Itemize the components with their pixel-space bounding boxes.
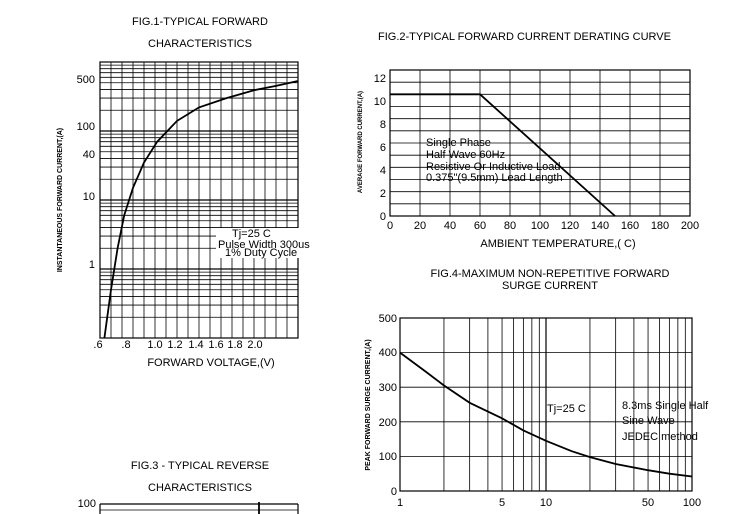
fig4-title: FIG.4-MAXIMUM NON-REPETITIVE FORWARD — [430, 268, 670, 280]
fig1-subtitle: CHARACTERISTICS — [148, 38, 252, 50]
fig4-annotation: Sine Wave — [622, 415, 675, 427]
fig1-y-label: INSTANTANEOUS FORWARD CURRENT,(A) — [57, 128, 64, 272]
fig4-curve — [399, 351, 693, 478]
fig2-y-tick: 8 — [380, 119, 386, 131]
fig2-x-tick: 160 — [621, 220, 639, 232]
fig4-y-tick: 0 — [391, 486, 397, 498]
fig2-y-ticks: 0 2 4 6 8 10 12 — [374, 73, 386, 223]
fig4-annotation: 8.3ms Single Half — [622, 400, 709, 412]
fig1-x-tick: 1.2 — [167, 339, 182, 351]
fig1-x-tick: 1.0 — [147, 339, 162, 351]
fig4-annotation: JEDEC method — [622, 431, 698, 443]
fig4-x-tick: 50 — [642, 497, 654, 509]
fig4-annotation: Tj=25 C — [547, 403, 586, 415]
fig2-x-ticks: 0 20 40 60 80 100 120 140 160 180 200 — [387, 220, 699, 232]
fig2-annotation: Single Phase — [426, 137, 491, 149]
fig1-chart: 1 10 40 100 500 .6 .8 1.0 1.2 1.4 1.6 1.… — [57, 61, 310, 369]
fig2-y-tick: 10 — [374, 96, 386, 108]
fig2-y-tick: 4 — [380, 165, 386, 177]
fig4-y-label: PEAK FORWARD SURGE CURRENT,(A) — [365, 339, 372, 470]
fig2-grid — [390, 70, 690, 216]
fig1-x-tick: .8 — [121, 339, 130, 351]
fig2-x-tick: 140 — [591, 220, 609, 232]
fig4-grid — [400, 318, 692, 491]
fig2-chart: 0 2 4 6 8 10 12 0 20 40 60 80 100 120 14… — [358, 69, 699, 250]
fig2-y-tick: 2 — [380, 188, 386, 200]
fig1-y-tick: 100 — [77, 121, 95, 133]
fig1-x-tick: 1.6 — [208, 339, 223, 351]
fig2-x-tick: 120 — [561, 220, 579, 232]
fig2-annotation: Half Wave 60Hz — [426, 149, 505, 161]
fig3-chart: 100 — [78, 498, 299, 514]
fig4-x-ticks: 1 5 10 50 100 — [397, 497, 701, 509]
fig1-x-ticks: .6 .8 1.0 1.2 1.4 1.6 1.8 2.0 — [93, 339, 262, 351]
fig1-y-ticks: 1 10 40 100 500 — [77, 74, 95, 271]
fig3-title: FIG.3 - TYPICAL REVERSE — [130, 460, 270, 472]
fig2-x-tick: 40 — [444, 220, 456, 232]
fig4-y-tick: 500 — [379, 313, 397, 325]
fig1-annotation-bg — [216, 228, 308, 258]
fig2-annotation: 0.375"(9.5mm) Lead Length — [426, 172, 563, 184]
fig1-curve — [103, 80, 299, 339]
fig2-curve — [390, 93, 616, 217]
fig4-x-tick: 10 — [540, 497, 552, 509]
fig4-subtitle: SURGE CURRENT — [502, 280, 598, 292]
fig2-x-label: AMBIENT TEMPERATURE,( C) — [480, 238, 635, 250]
fig3-subtitle: CHARACTERISTICS — [148, 482, 252, 494]
fig2-x-tick: 0 — [387, 220, 393, 232]
fig1-y-tick: 10 — [83, 191, 95, 203]
fig1-x-tick: 2.0 — [247, 339, 262, 351]
fig1-x-tick: .6 — [93, 339, 102, 351]
fig1-x-tick: 1.4 — [188, 339, 203, 351]
fig2-x-tick: 80 — [504, 220, 516, 232]
fig4-y-tick: 200 — [379, 417, 397, 429]
fig1-x-tick: 1.8 — [227, 339, 242, 351]
fig2-x-tick: 200 — [681, 220, 699, 232]
fig3-y-tick: 100 — [78, 498, 96, 510]
fig1-y-tick: 40 — [83, 149, 95, 161]
fig4-y-tick: 400 — [379, 347, 397, 359]
fig4-x-tick: 1 — [397, 497, 403, 509]
fig2-y-tick: 6 — [380, 142, 386, 154]
fig4-chart: 0 100 200 300 400 500 1 5 10 50 100 PEAK… — [365, 313, 709, 509]
fig2-x-tick: 100 — [531, 220, 549, 232]
fig2-annotation: Resistive Or Inductive Load — [426, 161, 561, 173]
fig4-x-tick: 5 — [499, 497, 505, 509]
fig2-y-label: AVERAGE FORWARD CURRENT,(A) — [358, 91, 364, 193]
fig1-annotation: Pulse Width 300us — [218, 239, 310, 251]
fig2-x-tick: 180 — [651, 220, 669, 232]
fig4-y-ticks: 0 100 200 300 400 500 — [379, 313, 397, 498]
fig2-x-tick: 60 — [474, 220, 486, 232]
fig1-annotation: Tj=25 C — [232, 228, 271, 240]
fig1-y-tick: 1 — [89, 259, 95, 271]
fig2-y-tick: 0 — [380, 211, 386, 223]
fig4-y-tick: 100 — [379, 451, 397, 463]
fig1-annotation: 1% Duty Cycle — [225, 247, 297, 259]
fig2-title: FIG.2-TYPICAL FORWARD CURRENT DERATING C… — [378, 31, 671, 43]
fig2-y-tick: 12 — [374, 73, 386, 85]
fig1-title: FIG.1-TYPICAL FORWARD — [132, 16, 268, 28]
fig1-x-label: FORWARD VOLTAGE,(V) — [147, 357, 274, 369]
fig1-y-tick: 500 — [77, 74, 95, 86]
fig2-x-tick: 20 — [414, 220, 426, 232]
fig4-x-tick: 100 — [683, 497, 701, 509]
fig4-y-tick: 300 — [379, 382, 397, 394]
